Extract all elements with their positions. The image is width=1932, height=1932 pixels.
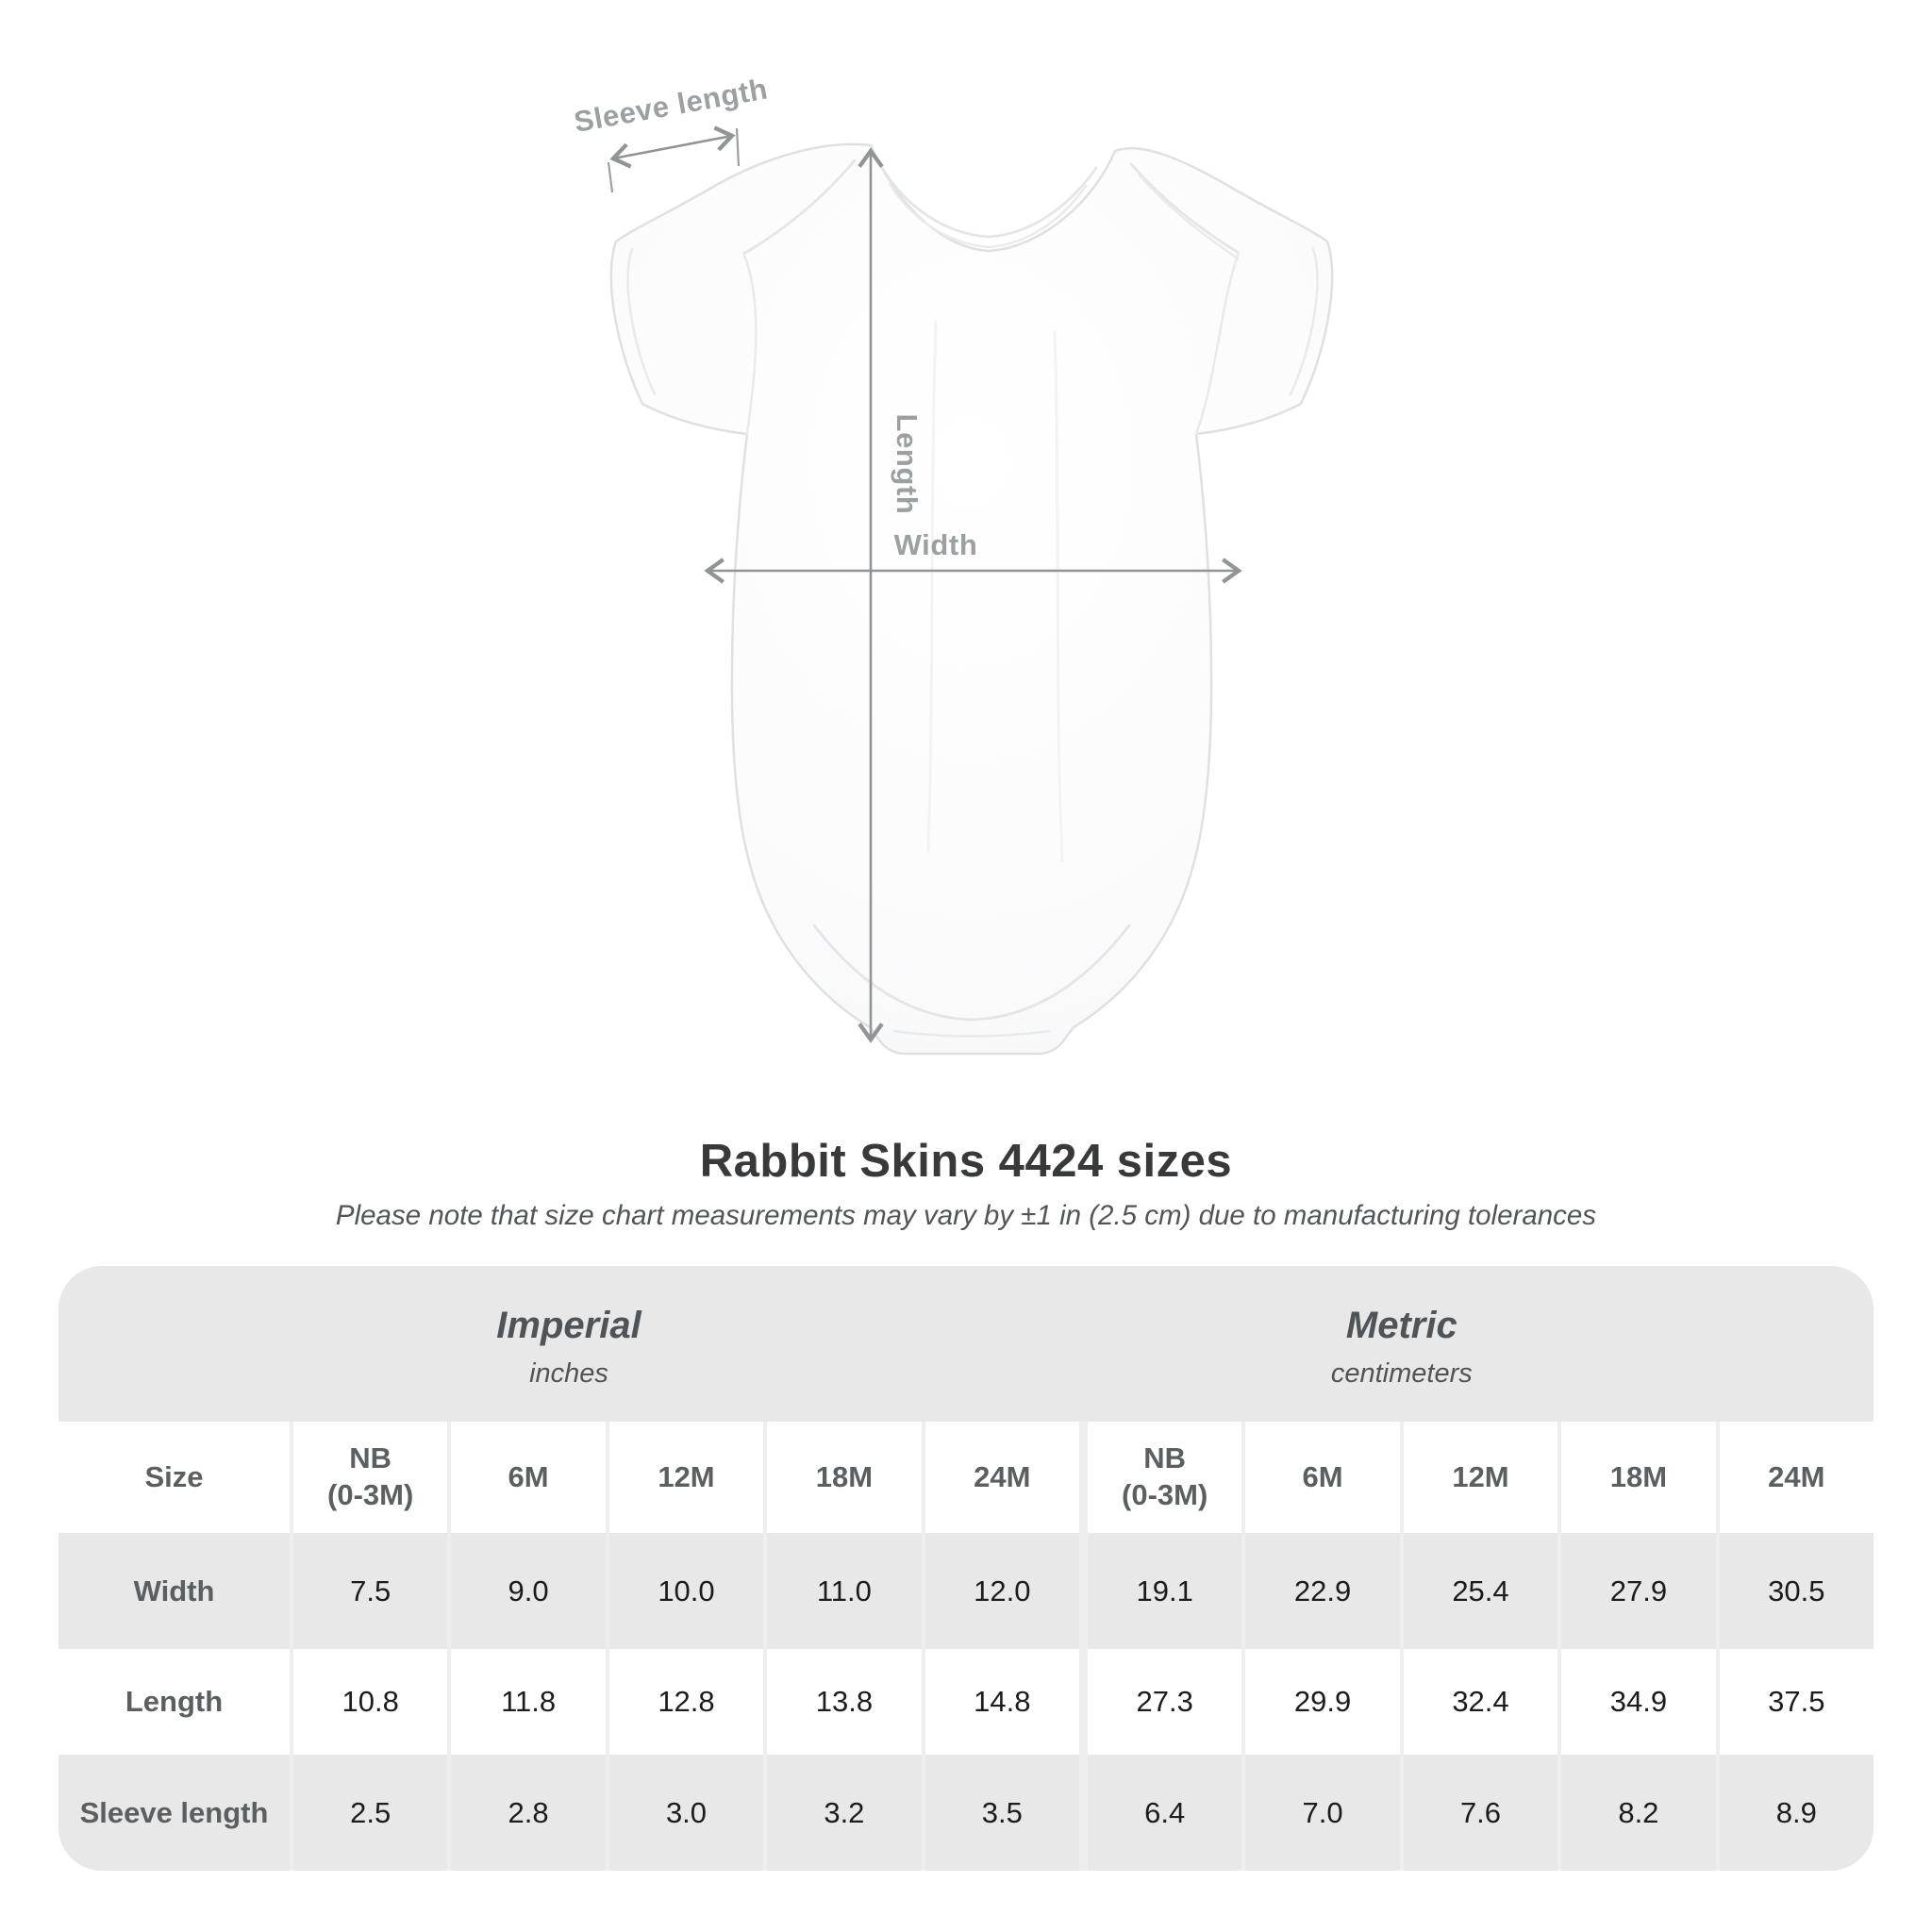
neckline-binding-seam xyxy=(879,164,1098,239)
size-column-header: Size xyxy=(58,1422,290,1533)
metric-unit: centimeters xyxy=(1330,1357,1473,1389)
width-metric-6m: 22.9 xyxy=(1245,1533,1400,1649)
sleeve-imperial-6m: 2.8 xyxy=(451,1755,606,1871)
section-divider xyxy=(1083,1422,1084,1533)
sleeve-metric-12m: 7.6 xyxy=(1403,1755,1558,1871)
right-lap-shoulder-stitch xyxy=(1138,174,1240,260)
length-metric-6m: 29.9 xyxy=(1245,1649,1400,1755)
right-armhole-seam xyxy=(1194,251,1241,436)
section-divider xyxy=(1083,1649,1084,1755)
column-header-metric-6m: 6M xyxy=(1245,1422,1400,1533)
left-armhole-seam xyxy=(741,251,758,436)
length-metric-18m: 34.9 xyxy=(1561,1649,1716,1755)
sleeve-arrow-left-tick xyxy=(607,161,614,193)
width-label: Width xyxy=(894,528,978,561)
size-table: Imperial inches Metric centimeters Size … xyxy=(58,1266,1874,1871)
metric-label: Metric xyxy=(1345,1304,1457,1346)
unit-header-row: Imperial inches Metric centimeters xyxy=(58,1266,1874,1422)
page-title: Rabbit Skins 4424 sizes xyxy=(699,1136,1233,1187)
neckline-stitch-seam xyxy=(888,182,1088,249)
imperial-label: Imperial xyxy=(496,1304,641,1346)
onesie-outline xyxy=(609,142,1334,1056)
length-label: Length xyxy=(891,414,924,515)
width-imperial-12m: 10.0 xyxy=(608,1533,764,1649)
table-row-width: Width 7.5 9.0 10.0 11.0 12.0 19.1 22.9 2… xyxy=(58,1533,1874,1649)
column-header-imperial-24m: 24M xyxy=(924,1422,1079,1533)
sleeve-length-label: Sleeve length xyxy=(572,75,771,139)
length-metric-nb: 27.3 xyxy=(1087,1649,1242,1755)
row-label-sleeve-length: Sleeve length xyxy=(58,1755,290,1871)
sleeve-arrow-right-tick xyxy=(735,127,741,167)
section-divider xyxy=(1083,1755,1084,1871)
column-header-imperial-nb: NB (0-3M) xyxy=(293,1422,448,1533)
width-imperial-24m: 12.0 xyxy=(924,1533,1079,1649)
length-imperial-nb: 10.8 xyxy=(293,1649,448,1755)
column-header-metric-18m: 18M xyxy=(1561,1422,1716,1533)
column-header-metric-12m: 12M xyxy=(1403,1422,1558,1533)
width-imperial-18m: 11.0 xyxy=(767,1533,922,1649)
onesie-size-diagram: Sleeve length Length Width xyxy=(572,75,1334,1056)
column-header-imperial-18m: 18M xyxy=(767,1422,922,1533)
left-lap-shoulder-seam xyxy=(743,158,857,255)
sleeve-imperial-24m: 3.5 xyxy=(924,1755,1079,1871)
sleeve-metric-24m: 8.9 xyxy=(1719,1755,1874,1871)
length-metric-12m: 32.4 xyxy=(1403,1649,1558,1755)
sleeve-metric-18m: 8.2 xyxy=(1561,1755,1716,1871)
imperial-section-header: Imperial inches xyxy=(58,1266,1079,1422)
imperial-unit: inches xyxy=(529,1357,608,1389)
snap-flap-seam xyxy=(892,1029,1051,1038)
sleeve-metric-nb: 6.4 xyxy=(1087,1755,1242,1871)
column-header-metric-nb: NB (0-3M) xyxy=(1087,1422,1242,1533)
tolerance-note: Please note that size chart measurements… xyxy=(335,1200,1597,1231)
width-imperial-nb: 7.5 xyxy=(293,1533,448,1649)
section-divider xyxy=(1083,1533,1084,1649)
right-lap-shoulder-seam xyxy=(1129,162,1241,255)
fabric-fold-right xyxy=(1053,330,1064,862)
size-header-row: Size NB (0-3M) 6M 12M 18M 24M NB (0-3M) … xyxy=(58,1422,1874,1533)
length-imperial-12m: 12.8 xyxy=(608,1649,764,1755)
length-imperial-6m: 11.8 xyxy=(451,1649,606,1755)
row-label-length: Length xyxy=(58,1649,290,1755)
sleeve-length-arrow xyxy=(607,125,741,193)
row-label-width: Width xyxy=(58,1533,290,1649)
onesie-illustration xyxy=(609,142,1334,1056)
table-row-sleeve-length: Sleeve length 2.5 2.8 3.0 3.2 3.5 6.4 7.… xyxy=(58,1755,1874,1871)
width-metric-18m: 27.9 xyxy=(1561,1533,1716,1649)
metric-section-header: Metric centimeters xyxy=(1088,1266,1716,1422)
left-cuff-hem xyxy=(626,247,657,396)
width-metric-nb: 19.1 xyxy=(1087,1533,1242,1649)
sleeve-imperial-nb: 2.5 xyxy=(293,1755,448,1871)
column-header-metric-24m: 24M xyxy=(1719,1422,1874,1533)
sleeve-metric-6m: 7.0 xyxy=(1245,1755,1400,1871)
length-imperial-24m: 14.8 xyxy=(924,1649,1079,1755)
table-row-length: Length 10.8 11.8 12.8 13.8 14.8 27.3 29.… xyxy=(58,1649,1874,1755)
width-metric-12m: 25.4 xyxy=(1403,1533,1558,1649)
fabric-fold-left xyxy=(926,321,938,853)
sleeve-imperial-18m: 3.2 xyxy=(767,1755,922,1871)
column-header-imperial-12m: 12M xyxy=(608,1422,764,1533)
width-metric-24m: 30.5 xyxy=(1719,1533,1874,1649)
sleeve-imperial-12m: 3.0 xyxy=(608,1755,764,1871)
length-imperial-18m: 13.8 xyxy=(767,1649,922,1755)
length-metric-24m: 37.5 xyxy=(1719,1649,1874,1755)
column-header-imperial-6m: 6M xyxy=(451,1422,606,1533)
width-imperial-6m: 9.0 xyxy=(451,1533,606,1649)
right-cuff-hem xyxy=(1289,247,1319,396)
